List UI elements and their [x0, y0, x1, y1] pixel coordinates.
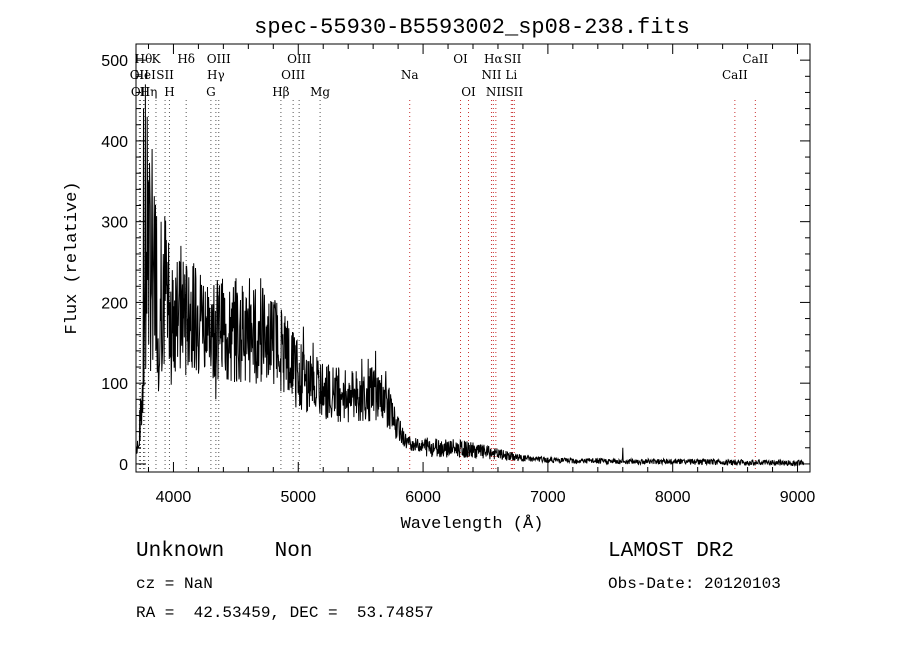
x-tick-label: 4000 — [156, 489, 192, 506]
obs-date-label: Obs-Date: 20120103 — [608, 575, 781, 593]
y-tick-label: 400 — [101, 134, 128, 151]
line-marker-label: SII — [156, 68, 174, 82]
line-marker-label: Hδ — [177, 52, 195, 66]
survey-label: LAMOST DR2 — [608, 540, 735, 563]
line-marker-label: SII — [505, 85, 523, 99]
line-marker-label: Li — [505, 68, 517, 82]
line-marker-label: OIII — [281, 68, 305, 82]
line-marker-layer: OIIOIIHθHeIHηKSIIHHδGHγOIIIHβOIIIOIIIMgN… — [130, 52, 768, 472]
class-label: Unknown Non — [136, 540, 313, 563]
line-marker-label: Mg — [310, 85, 330, 99]
line-marker-label: HeI — [134, 68, 157, 82]
line-marker-label: OIII — [207, 52, 231, 66]
y-tick-label: 300 — [101, 215, 128, 232]
line-marker-label: Na — [401, 68, 419, 82]
line-marker-label: Hγ — [207, 68, 225, 82]
line-marker-label: H — [164, 85, 174, 99]
y-tick-label: 0 — [119, 457, 128, 474]
line-marker-label: Hβ — [272, 85, 289, 99]
y-tick-label: 100 — [101, 376, 128, 393]
line-marker-label: OI — [453, 52, 468, 66]
x-tick-labels: 4000 5000 6000 7000 8000 9000 — [156, 489, 816, 506]
y-tick-labels: 0 100 200 300 400 500 — [101, 53, 128, 474]
line-marker-label: OI — [461, 85, 476, 99]
line-marker-label: Hθ — [135, 52, 153, 66]
line-marker-label: Hα — [484, 52, 503, 66]
y-axis-label: Flux (relative) — [63, 181, 82, 334]
x-tick-label: 6000 — [405, 489, 441, 506]
line-marker-label: G — [206, 85, 216, 99]
line-marker-label: NII — [481, 68, 501, 82]
y-tick-label: 500 — [101, 53, 128, 70]
x-tick-label: 8000 — [655, 489, 691, 506]
line-marker-label: OIII — [287, 52, 311, 66]
redshift-label: cz = NaN — [136, 575, 213, 593]
chart-title: spec-55930-B5593002_sp08-238.fits — [254, 15, 690, 40]
line-marker-label: OII — [130, 68, 150, 82]
line-marker-label: CaII — [742, 52, 768, 66]
x-tick-label: 7000 — [530, 489, 566, 506]
line-marker-label: SII — [504, 52, 522, 66]
y-tick-label: 200 — [101, 295, 128, 312]
x-tick-label: 5000 — [280, 489, 316, 506]
plot-frame — [135, 43, 811, 473]
coords-label: RA = 42.53459, DEC = 53.74857 — [136, 604, 434, 622]
spectrum-series-line — [135, 84, 805, 467]
x-axis-label: Wavelength (Å) — [401, 515, 544, 534]
x-tick-label: 9000 — [780, 489, 816, 506]
axis-ticks — [136, 44, 810, 472]
line-marker-label: NII — [486, 85, 506, 99]
line-marker-label: CaII — [722, 68, 748, 82]
line-marker-label: K — [151, 52, 161, 66]
line-marker-label: Hη — [140, 85, 158, 99]
